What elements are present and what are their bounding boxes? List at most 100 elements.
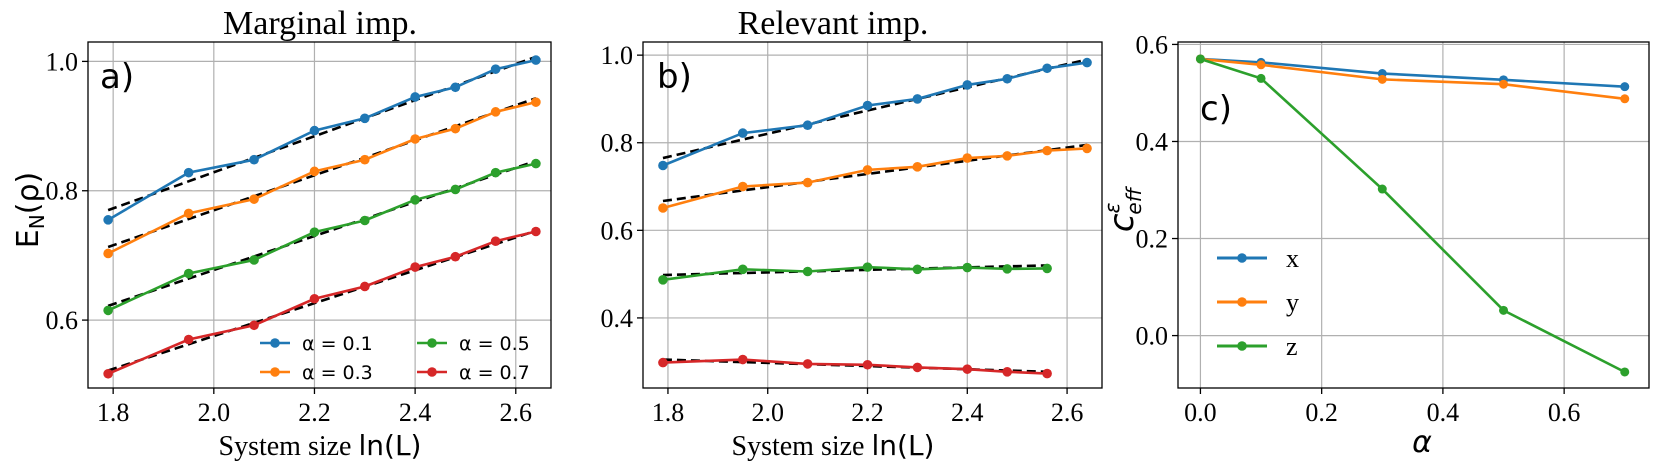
x-tick-label: 1.8 [652, 398, 685, 427]
legend-label: α = 0.3 [302, 362, 373, 384]
data-point-red [450, 251, 461, 262]
data-point-green [1042, 263, 1052, 274]
data-point-red [183, 334, 194, 345]
data-point-green [658, 275, 668, 285]
data-point-green [309, 227, 320, 237]
data-point-green [1499, 305, 1509, 315]
legend-marker-red [427, 367, 437, 377]
data-point-blue [658, 160, 668, 171]
x-tick-label: 0.6 [1548, 398, 1581, 427]
data-point-orange [450, 123, 461, 134]
plot-frame [87, 41, 552, 389]
data-point-red [1042, 368, 1052, 379]
panel-c-plot: 0.0 0.2 0.4 0.6 0.0 0.2 0.4 0.6 xyz [1136, 30, 1650, 427]
data-point-green [1620, 367, 1630, 377]
data-point-blue [1082, 57, 1092, 68]
data-point-blue [249, 154, 259, 165]
data-point-orange [962, 153, 973, 163]
data-point-red [737, 354, 748, 365]
data-point-green [862, 262, 873, 272]
fit-line-2 [107, 159, 537, 308]
data-point-green [962, 262, 973, 273]
legend-label: α = 0.7 [459, 362, 530, 384]
fit-line-1 [107, 97, 537, 249]
data-point-orange [103, 248, 113, 259]
data-point-orange [249, 194, 259, 204]
plot-frame [1177, 41, 1650, 389]
data-point-red [531, 226, 541, 237]
data-point-orange [802, 177, 813, 188]
data-point-blue [359, 113, 370, 124]
x-tick-label: 2.2 [851, 398, 884, 427]
data-point-red [103, 368, 113, 379]
y-tick-label: 0.0 [1136, 322, 1169, 351]
legend-marker-orange [270, 367, 280, 377]
x-tick-label: 2.0 [198, 398, 231, 427]
data-point-red [658, 357, 668, 368]
data-point-orange [1002, 151, 1013, 161]
data-point-blue [531, 55, 541, 65]
panel-b: Relevant imp. 1.8 2.0 2.2 2.4 2.60.40.60.81.… [601, 5, 1103, 462]
fit-line-3 [107, 229, 537, 372]
data-point-red [309, 293, 320, 304]
x-tick-label: 1.8 [97, 398, 130, 427]
data-point-blue [490, 64, 501, 74]
data-point-red [912, 362, 923, 373]
x-tick-label: 2.6 [1051, 398, 1084, 427]
panel-a-xlabel: System size ln(L) [219, 429, 422, 462]
fit-line-3 [662, 358, 1048, 374]
data-point-blue [1002, 73, 1013, 84]
panel-c-label: c) [1200, 89, 1232, 129]
panel-b-plot: 1.8 2.0 2.2 2.4 2.6 0.4 0.6 0.8 1.0 [601, 41, 1103, 427]
panel-a-ylabel: EN(ρ) [11, 172, 49, 248]
data-point-blue [737, 128, 748, 138]
data-point-orange [1042, 145, 1052, 156]
data-point-green [103, 305, 113, 316]
legend-marker-green [1237, 341, 1247, 351]
legend-label: α = 0.1 [302, 333, 373, 355]
y-tick-label: 0.4 [1136, 127, 1169, 156]
fit-line-0 [662, 58, 1088, 160]
data-point-red [962, 364, 973, 374]
data-point-green [802, 266, 813, 277]
y-tick-label: 1.0 [601, 41, 634, 70]
data-point-green [531, 158, 541, 169]
x-tick-label: 0.0 [1184, 398, 1217, 427]
data-point-blue [1042, 63, 1052, 74]
legend-marker-blue [270, 338, 280, 348]
panel-c-xlabel: α [1412, 425, 1432, 460]
y-tick-label: 1.0 [46, 47, 79, 76]
legend-label: z [1286, 332, 1298, 361]
data-point-green [249, 255, 259, 265]
series-line-orange [662, 147, 1088, 210]
data-point-orange [912, 162, 923, 172]
series-line-green [1200, 57, 1626, 374]
data-point-blue [309, 125, 320, 136]
data-point-red [410, 262, 420, 272]
fit-line-2 [662, 264, 1048, 277]
x-tick-label: 2.0 [751, 398, 784, 427]
panel-a: Marginal imp. 1.8 2.0 2.2 2.4 2.6 0.6 0.8 1.0 α … [11, 5, 552, 462]
data-point-red [862, 359, 873, 370]
panel-a-title: Marginal imp. [223, 5, 417, 42]
data-point-orange [737, 181, 748, 192]
panel-b-title: Relevant imp. [738, 5, 929, 42]
data-point-blue [183, 167, 194, 178]
y-tick-label: 0.4 [601, 304, 634, 333]
data-point-orange [1499, 79, 1509, 89]
y-tick-label: 0.6 [601, 216, 634, 245]
panel-c-ylabel: cεeff [1100, 185, 1146, 232]
panel-c: 0.0 0.2 0.4 0.6 0.0 0.2 0.4 0.6 xyz c) α cεeff [1100, 30, 1650, 460]
legend-marker-blue [1237, 253, 1247, 263]
data-point-blue [410, 92, 420, 102]
y-tick-label: 0.6 [46, 306, 79, 335]
data-point-red [249, 320, 259, 331]
data-point-orange [1377, 74, 1387, 84]
panel-a-label: a) [100, 57, 134, 97]
data-point-green [1377, 184, 1387, 194]
data-point-green [490, 167, 501, 178]
data-point-blue [103, 215, 113, 225]
x-tick-label: 2.4 [951, 398, 984, 427]
panel-a-plot: 1.8 2.0 2.2 2.4 2.60.60.81.0α = 0.1α = 0.3α … [46, 41, 552, 427]
